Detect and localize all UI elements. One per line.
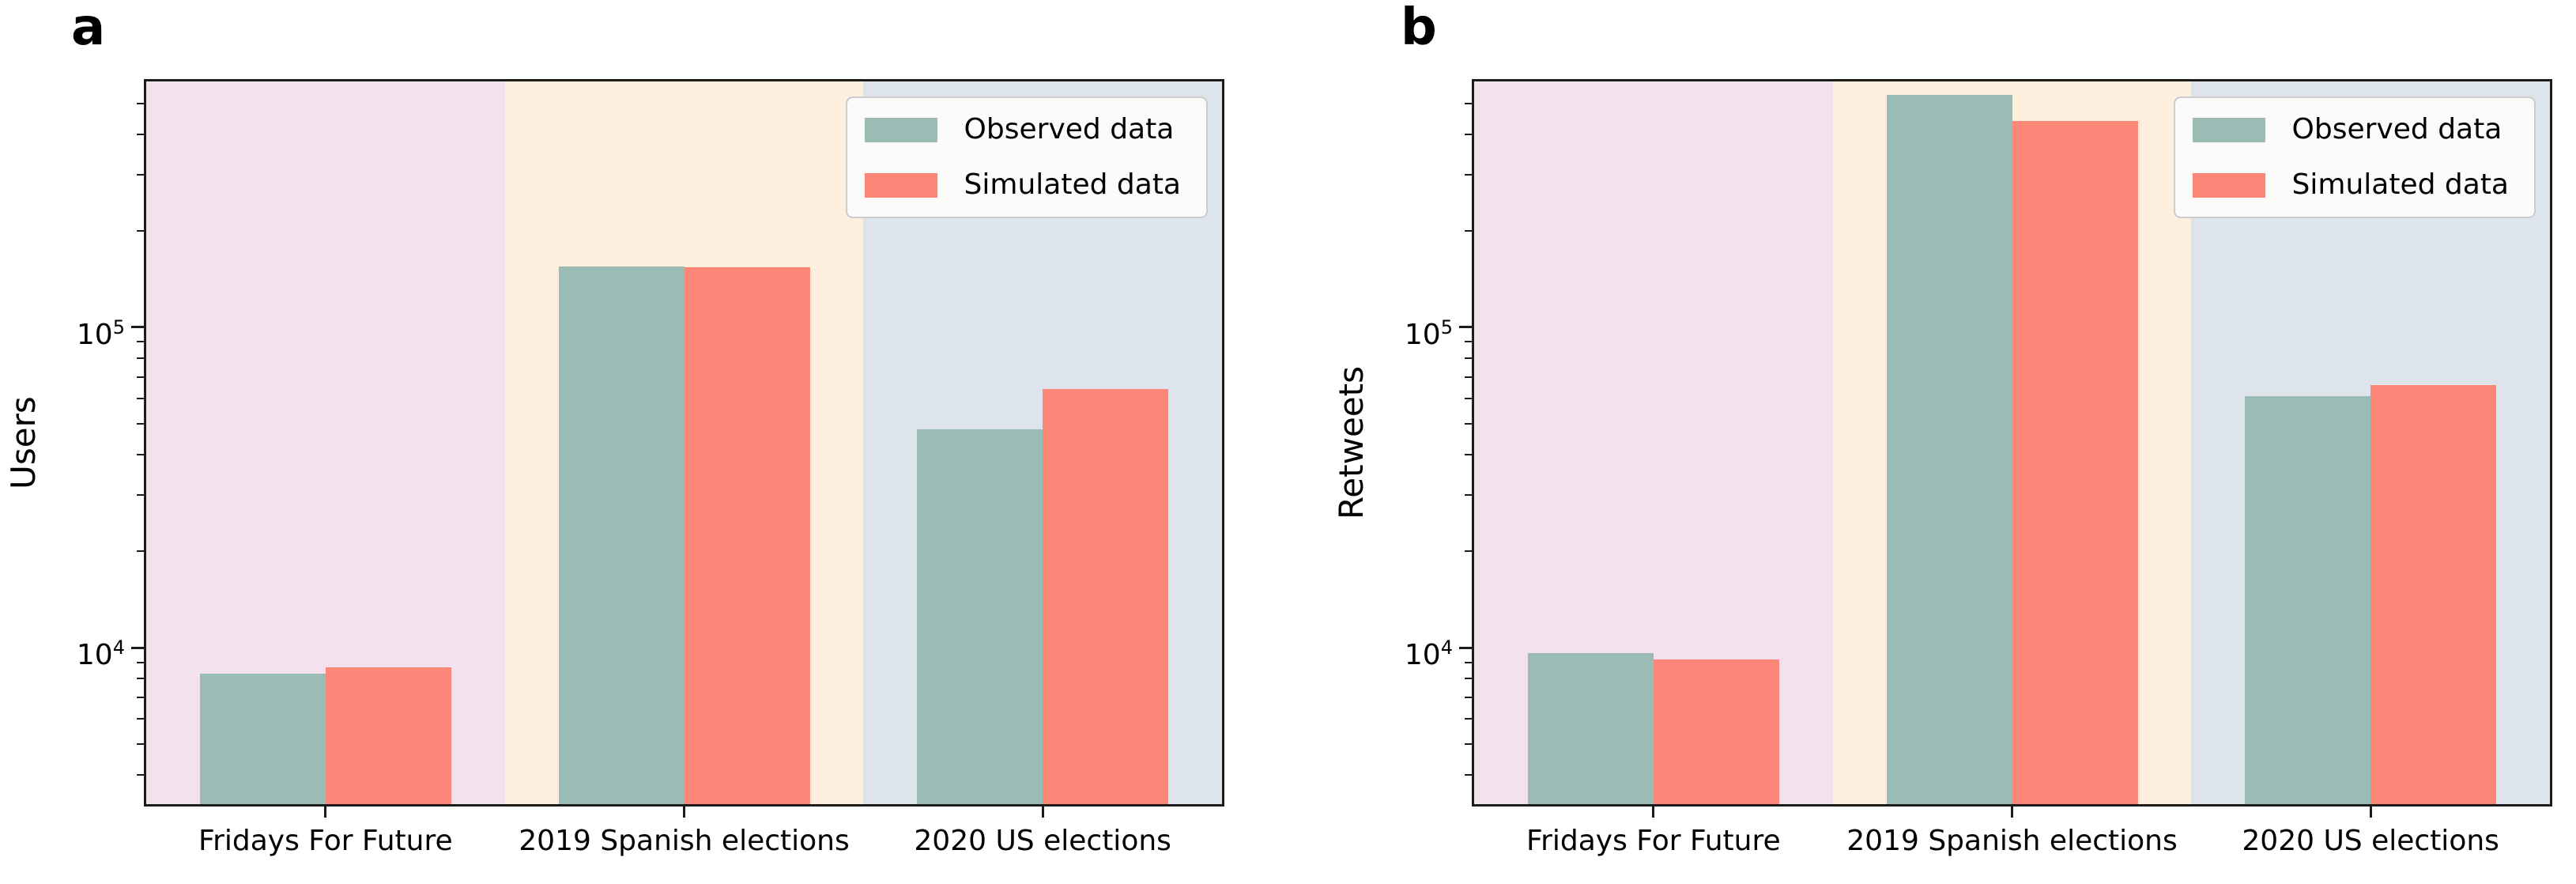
y-minor-tick: [1465, 550, 1472, 553]
y-minor-tick: [1465, 774, 1472, 776]
legend-label-simulated: Simulated data: [964, 168, 1181, 201]
simulated-data-swatch: [864, 172, 937, 198]
x-tick-label-2019-spanish-elections: 2019 Spanish elections: [519, 825, 850, 857]
panel-a-legend: Observed data Simulated data: [845, 96, 1208, 218]
bar-observed-2020-us-elections: [917, 429, 1043, 804]
y-minor-tick: [137, 678, 144, 680]
x-tick-label-2020-us-elections: 2020 US elections: [914, 825, 1171, 857]
bar-simulated-2020-us-elections: [1043, 389, 1169, 804]
legend-label-observed: Observed data: [2291, 113, 2502, 145]
y-minor-tick: [137, 357, 144, 360]
y-minor-tick: [1465, 173, 1472, 176]
y-minor-tick: [137, 102, 144, 104]
y-major-tick: [131, 326, 144, 329]
legend-label-simulated: Simulated data: [2291, 168, 2509, 201]
y-major-tick: [1459, 326, 1472, 329]
legend-item-observed: Observed data: [864, 113, 1181, 145]
y-minor-tick: [1465, 229, 1472, 232]
observed-data-swatch: [864, 117, 937, 142]
y-tick-label: 104: [1404, 637, 1453, 672]
y-minor-tick: [137, 397, 144, 399]
panel-b-plot-area: Observed data Simulated data: [1472, 79, 2552, 807]
panel-a-letter: a: [71, 0, 106, 57]
bar-simulated-2020-us-elections: [2370, 385, 2497, 804]
y-tick-label: 105: [76, 315, 125, 351]
bar-simulated-fridays-for-future: [325, 667, 451, 804]
y-minor-tick: [137, 454, 144, 456]
y-minor-tick: [1465, 718, 1472, 720]
y-minor-tick: [1465, 133, 1472, 135]
y-minor-tick: [137, 341, 144, 343]
bar-observed-fridays-for-future: [1527, 653, 1654, 804]
y-minor-tick: [1465, 397, 1472, 399]
x-tick: [1041, 807, 1044, 818]
bar-observed-2019-spanish-elections: [1886, 95, 2012, 804]
y-minor-tick: [1465, 357, 1472, 360]
bar-observed-fridays-for-future: [199, 673, 326, 804]
bar-observed-2019-spanish-elections: [558, 266, 685, 804]
y-minor-tick: [137, 718, 144, 720]
y-minor-tick: [137, 696, 144, 698]
x-tick: [683, 807, 685, 818]
bar-simulated-fridays-for-future: [1653, 659, 1779, 804]
legend-item-observed: Observed data: [2192, 113, 2509, 145]
panel-b-legend: Observed data Simulated data: [2173, 96, 2536, 218]
observed-data-swatch: [2192, 117, 2265, 142]
y-minor-tick: [1465, 493, 1472, 496]
x-tick: [2011, 807, 2013, 818]
y-major-tick: [131, 646, 144, 649]
x-tick-label-2019-spanish-elections: 2019 Spanish elections: [1846, 825, 2178, 857]
y-minor-tick: [137, 133, 144, 135]
y-minor-tick: [137, 550, 144, 553]
y-major-tick: [1459, 646, 1472, 649]
y-minor-tick: [1465, 661, 1472, 663]
x-tick: [1652, 807, 1655, 818]
panel-a-plot-area: Observed data Simulated data: [144, 79, 1224, 807]
x-tick: [2369, 807, 2372, 818]
x-tick-label-fridays-for-future: Fridays For Future: [1526, 825, 1781, 857]
y-tick-label: 105: [1404, 315, 1453, 351]
simulated-data-swatch: [2192, 172, 2265, 198]
y-minor-tick: [137, 661, 144, 663]
panel-a-y-axis-label: Users: [4, 396, 43, 489]
y-minor-tick: [137, 774, 144, 776]
legend-label-observed: Observed data: [964, 113, 1175, 145]
y-minor-tick: [137, 743, 144, 746]
legend-item-simulated: Simulated data: [2192, 168, 2509, 201]
y-minor-tick: [137, 229, 144, 232]
bar-observed-2020-us-elections: [2245, 395, 2371, 804]
y-minor-tick: [1465, 422, 1472, 425]
x-tick-label-fridays-for-future: Fridays For Future: [198, 825, 453, 857]
y-minor-tick: [1465, 102, 1472, 104]
bar-simulated-2019-spanish-elections: [684, 266, 810, 804]
y-minor-tick: [137, 173, 144, 176]
y-minor-tick: [1465, 678, 1472, 680]
y-tick-label: 104: [76, 637, 125, 672]
panel-b-y-axis-label: Retweets: [1332, 366, 1371, 519]
y-minor-tick: [137, 376, 144, 378]
y-minor-tick: [1465, 341, 1472, 343]
y-minor-tick: [1465, 696, 1472, 698]
x-tick: [324, 807, 327, 818]
y-minor-tick: [1465, 376, 1472, 378]
panel-b-letter: b: [1401, 0, 1437, 57]
y-minor-tick: [1465, 454, 1472, 456]
y-minor-tick: [1465, 743, 1472, 746]
legend-item-simulated: Simulated data: [864, 168, 1181, 201]
y-minor-tick: [137, 493, 144, 496]
bar-simulated-2019-spanish-elections: [2012, 121, 2138, 804]
y-minor-tick: [137, 422, 144, 425]
x-tick-label-2020-us-elections: 2020 US elections: [2242, 825, 2499, 857]
